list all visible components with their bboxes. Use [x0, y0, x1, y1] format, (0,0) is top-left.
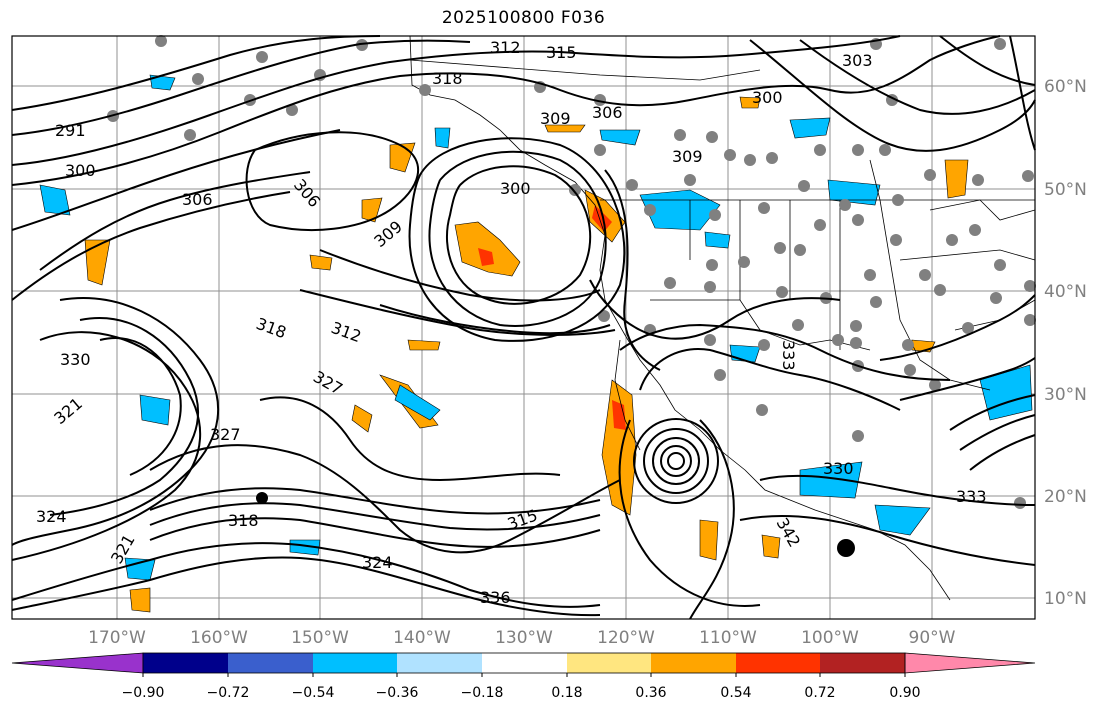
latitude-label: 50°N: [1044, 180, 1087, 200]
colorbar-segment: [397, 653, 482, 673]
map-title: 2025100800 F036: [441, 8, 606, 28]
colorbar-tick-label: −0.54: [292, 685, 335, 701]
storm-marker: [837, 539, 855, 557]
orange-patch: [454, 221, 521, 277]
contour-label-306: 306: [182, 190, 213, 209]
blue-patch: [827, 179, 881, 206]
contour-label-309: 309: [672, 147, 703, 166]
colorbar-tick-label: −0.18: [461, 685, 504, 701]
colorbar-segment: [651, 653, 736, 673]
blue-patch: [289, 539, 321, 556]
orange-patch: [309, 254, 333, 271]
latitude-label: 10°N: [1044, 589, 1087, 609]
blue-patch: [394, 384, 441, 421]
shaded-field: [39, 74, 1033, 613]
orange-patch: [129, 587, 151, 613]
orange-patch: [361, 197, 383, 223]
colorbar-segment: [143, 653, 228, 673]
blue-patch: [599, 129, 641, 146]
orange-patch: [761, 534, 781, 559]
longitude-labels: 170°W 160°W 150°W 140°W 130°W 120°W 110°W 100°W…: [88, 628, 956, 648]
blue-patch: [704, 231, 731, 249]
longitude-label: 120°W: [597, 628, 655, 648]
storm-marker: [256, 492, 268, 504]
colorbar: −0.90 −0.72 −0.54 −0.36 −0.18 0.18 0.36 0.54 0.7…: [11, 652, 1036, 701]
contour-label-333: 333: [956, 487, 987, 506]
colorbar-segment: [482, 653, 567, 673]
orange-patch: [544, 124, 586, 133]
colorbar-tick-label: 0.18: [551, 685, 582, 701]
longitude-label: 160°W: [190, 628, 248, 648]
orange-patch: [84, 239, 111, 286]
contour-label-300: 300: [500, 179, 531, 198]
blue-patch: [799, 461, 863, 499]
contour-label-318: 318: [432, 69, 463, 88]
blue-patch: [979, 364, 1033, 421]
blue-patch: [874, 504, 931, 536]
blue-patch: [139, 394, 171, 426]
orange-patch: [699, 519, 719, 561]
latitude-label: 40°N: [1044, 282, 1087, 302]
contour-label-315: 315: [546, 43, 577, 62]
contour-label-300: 300: [65, 161, 96, 180]
colorbar-segment: [736, 653, 820, 673]
colorbar-segment: [313, 653, 397, 673]
blue-patch: [729, 344, 761, 363]
contour-label-309: 309: [540, 109, 571, 128]
colorbar-outline: [142, 652, 906, 674]
contour-lines: [11, 35, 1036, 620]
contour-label-300: 300: [752, 88, 783, 107]
longitude-label: 110°W: [699, 628, 757, 648]
latitude-labels: 60°N 50°N 40°N 30°N 20°N 10°N: [1044, 77, 1087, 609]
blue-patch: [149, 74, 176, 91]
orange-patch: [351, 404, 373, 433]
colorbar-segment: [567, 653, 651, 673]
contour-label-306: 306: [592, 103, 623, 122]
blue-patch: [124, 557, 156, 581]
contour-label-318: 318: [228, 511, 259, 530]
blue-patch: [434, 127, 451, 149]
contour-label-324: 324: [362, 553, 393, 572]
orange-patch: [407, 339, 441, 351]
longitude-label: 100°W: [801, 628, 859, 648]
contour-label-291: 291: [55, 121, 86, 140]
colorbar-segment: [228, 653, 313, 673]
contour-label-324: 324: [36, 507, 67, 526]
colorbar-tick-label: 0.90: [889, 685, 920, 701]
orange-patch: [944, 159, 969, 199]
orange-patch: [601, 379, 637, 516]
longitude-label: 90°W: [909, 628, 956, 648]
longitude-label: 170°W: [88, 628, 146, 648]
latitude-label: 30°N: [1044, 385, 1087, 405]
colorbar-extend-high: [904, 652, 1036, 674]
red-patch: [612, 400, 626, 430]
colorbar-tick-label: −0.72: [207, 685, 250, 701]
contour-label-336: 336: [480, 588, 511, 607]
contour-label-333: 333: [779, 340, 798, 371]
longitude-label: 150°W: [291, 628, 349, 648]
contour-label-330: 330: [823, 459, 854, 478]
colorbar-segment: [820, 653, 905, 673]
latitude-label: 20°N: [1044, 487, 1087, 507]
colorbar-tick-label: −0.36: [376, 685, 419, 701]
colorbar-tick-label: 0.54: [720, 685, 751, 701]
blue-patch: [39, 184, 71, 216]
contour-label-303: 303: [842, 51, 873, 70]
contour-label-312: 312: [490, 38, 521, 57]
colorbar-tick-label: 0.72: [804, 685, 835, 701]
longitude-label: 140°W: [393, 628, 451, 648]
blue-patch: [789, 117, 831, 139]
red-patch: [478, 248, 494, 266]
contour-label-327: 327: [210, 425, 241, 444]
orange-patch: [739, 96, 761, 109]
longitude-label: 130°W: [495, 628, 553, 648]
map-frame: [11, 35, 1036, 620]
colorbar-extend-low: [11, 652, 144, 674]
colorbar-tick-label: 0.36: [635, 685, 666, 701]
contour-label-330: 330: [60, 350, 91, 369]
colorbar-tick-label: −0.90: [122, 685, 165, 701]
latitude-label: 60°N: [1044, 77, 1087, 97]
